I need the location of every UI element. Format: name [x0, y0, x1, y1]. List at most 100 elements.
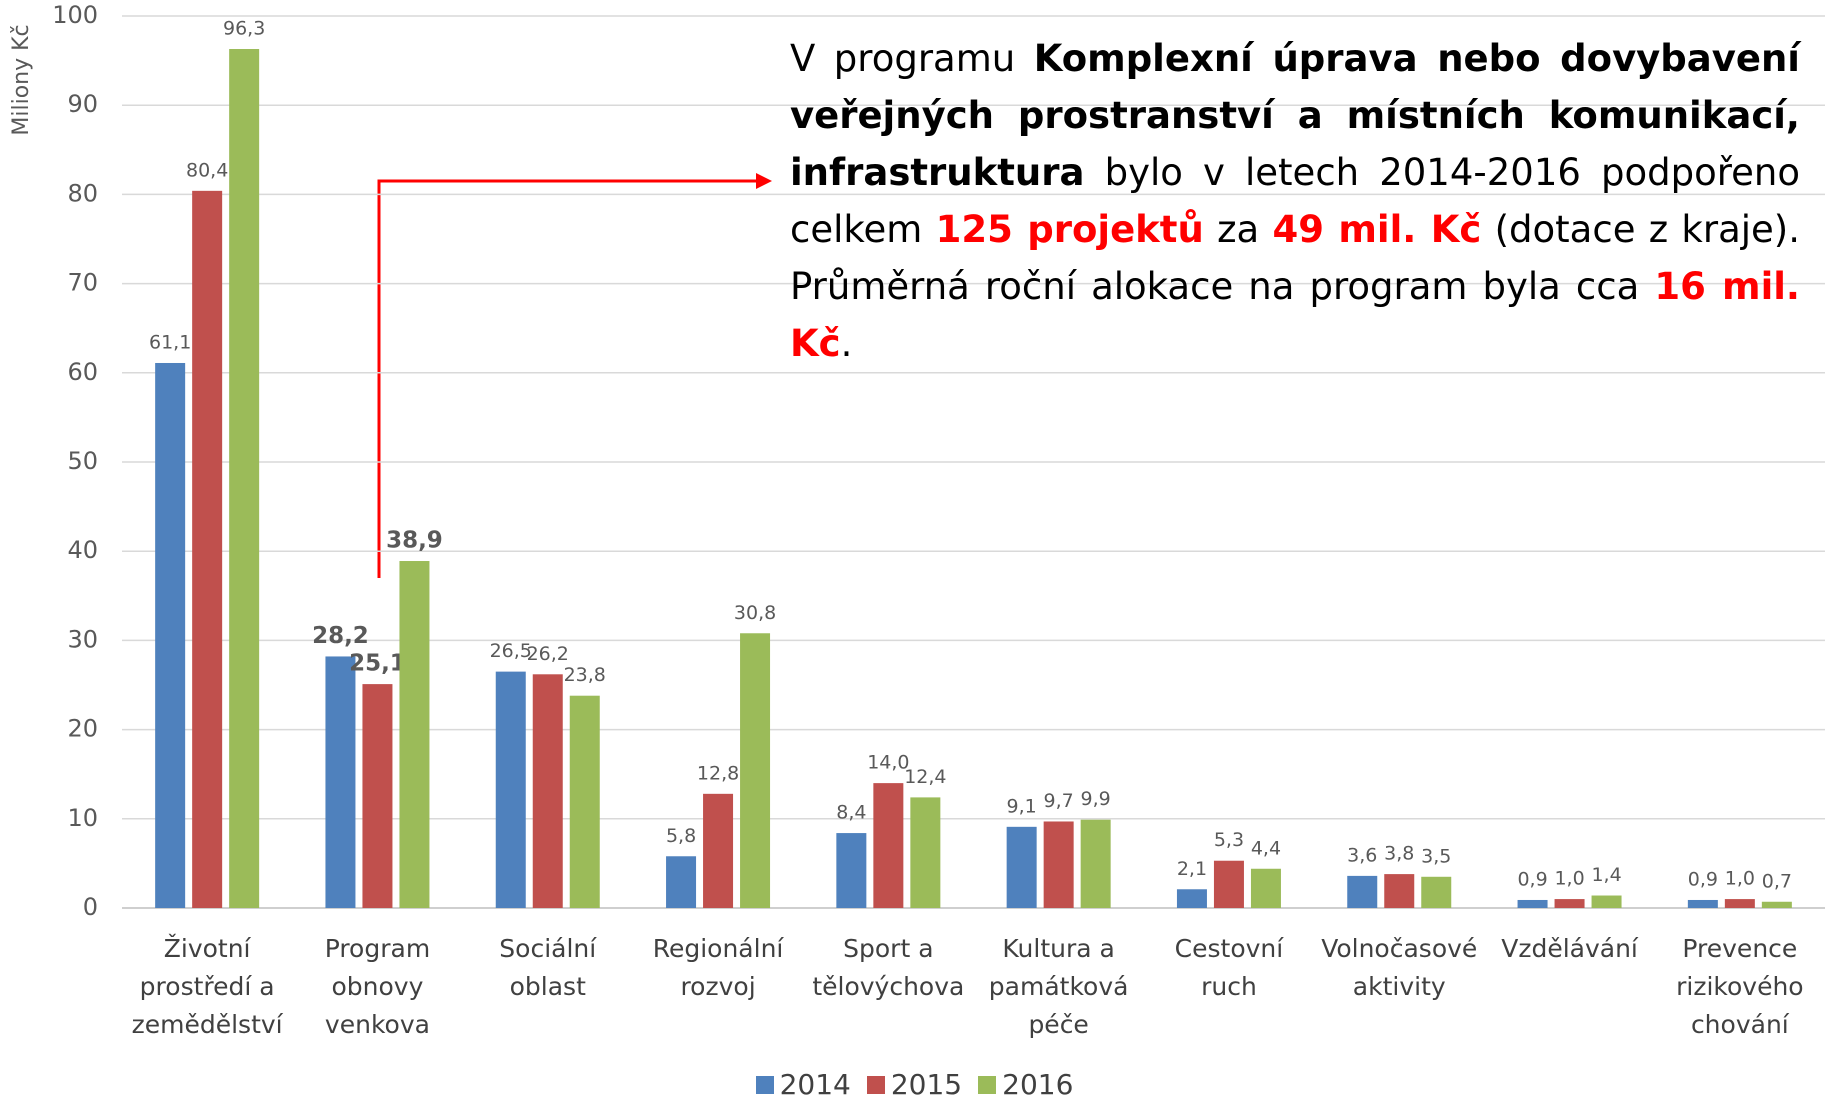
data-label: 5,3	[1214, 829, 1244, 851]
data-label: 14,0	[867, 752, 909, 774]
annotation-text: 16 mil. Kč	[790, 265, 1800, 365]
bar	[1517, 899, 1548, 908]
data-label: 61,1	[149, 331, 191, 353]
y-tick-label: 40	[67, 536, 98, 564]
data-label: 12,4	[904, 766, 946, 788]
bar	[703, 793, 734, 908]
bar	[1250, 868, 1281, 908]
annotation-text: bylo v letech 2014-2016 podpořeno celkem	[790, 151, 1800, 251]
y-tick-label: 90	[67, 90, 98, 118]
arrow-head	[756, 173, 772, 189]
data-label: 80,4	[186, 159, 228, 181]
data-label: 4,4	[1251, 837, 1281, 859]
bar	[362, 684, 393, 908]
x-tick-label: Program obnovy venkova	[324, 934, 431, 1039]
data-label: 25,1	[349, 651, 406, 677]
x-tick-label: Cestovní ruch	[1174, 934, 1284, 1001]
data-label: 0,7	[1762, 870, 1792, 892]
bar	[569, 695, 600, 908]
arrow	[377, 179, 760, 578]
legend-item: 2015	[866, 1068, 963, 1101]
data-label: 96,3	[223, 18, 265, 40]
bar	[495, 671, 526, 908]
bar	[1176, 889, 1207, 908]
y-tick-label: 60	[67, 358, 98, 386]
legend-label: 2016	[1002, 1068, 1074, 1101]
legend-label: 2015	[890, 1068, 963, 1101]
data-label: 3,8	[1384, 843, 1414, 865]
data-label: 30,8	[734, 602, 776, 624]
data-label: 9,7	[1044, 790, 1074, 812]
data-label: 9,1	[1007, 795, 1037, 817]
annotation-text: .	[840, 322, 853, 365]
legend-swatch	[755, 1076, 774, 1094]
bar	[1591, 895, 1622, 908]
x-tick-label: Kultura a památková péče	[988, 934, 1129, 1039]
bar	[1761, 901, 1792, 908]
y-axis-label: Miliony Kč	[9, 24, 34, 135]
bar	[1347, 875, 1378, 908]
data-label: 2,1	[1177, 858, 1207, 880]
x-tick-label: Sport a tělovýchova	[812, 934, 965, 1001]
bar	[532, 674, 563, 908]
legend: 2014 2015 2016	[0, 1068, 1829, 1101]
bar	[1384, 874, 1415, 908]
data-label: 8,4	[836, 802, 866, 824]
data-label: 1,0	[1554, 868, 1584, 890]
bar	[1724, 899, 1755, 908]
annotation-text: (dotace z kraje). Průměrná roční alokace…	[790, 208, 1800, 308]
legend-label: 2014	[779, 1068, 851, 1101]
annotation-text: V programu	[790, 37, 1034, 80]
x-tick-label: Volnočasové aktivity	[1321, 934, 1478, 1001]
legend-item: 2016	[978, 1068, 1073, 1101]
annotation: V programu Komplexní úprava nebo dovybav…	[790, 30, 1800, 372]
bar	[873, 783, 904, 908]
bar	[229, 49, 260, 908]
legend-swatch	[866, 1076, 885, 1094]
bar	[1213, 860, 1244, 908]
data-label: 26,5	[490, 640, 532, 662]
bar	[325, 656, 356, 908]
annotation-text: 125 projektů	[935, 208, 1204, 251]
x-tick-label: Regionální rozvoj	[652, 934, 784, 1001]
y-tick-label: 80	[67, 179, 98, 207]
data-label: 0,9	[1517, 868, 1547, 890]
y-tick-label: 30	[67, 625, 98, 653]
annotation-text: 49 mil. Kč	[1272, 208, 1482, 251]
legend-item: 2014	[755, 1068, 851, 1101]
data-label: 23,8	[564, 664, 606, 686]
bar	[1080, 819, 1111, 908]
bar	[910, 797, 941, 908]
x-tick-label: Sociální oblast	[499, 934, 597, 1001]
bar	[192, 190, 223, 908]
data-label: 28,2	[312, 623, 369, 649]
bar	[666, 856, 697, 908]
annotation-text: za	[1203, 208, 1273, 251]
data-label: 1,0	[1725, 868, 1755, 890]
data-label: 26,2	[527, 643, 569, 665]
bar	[1687, 899, 1718, 908]
data-label: 12,8	[697, 762, 739, 784]
bar	[399, 561, 430, 908]
annotation-text: Komplexní úprava nebo dovybavení veřejný…	[790, 37, 1800, 194]
bar	[1421, 876, 1452, 908]
data-label: 38,9	[386, 528, 443, 554]
y-tick-label: 70	[67, 269, 98, 297]
data-label: 3,5	[1421, 845, 1451, 867]
y-tick-label: 50	[67, 447, 98, 475]
data-label: 9,9	[1081, 788, 1111, 810]
y-tick-label: 100	[52, 1, 98, 29]
bar	[1006, 826, 1037, 908]
bar	[155, 362, 186, 908]
bar	[836, 833, 867, 908]
bar	[1043, 821, 1074, 908]
x-tick-label: Prevence rizikového chování	[1676, 934, 1804, 1039]
y-tick-label: 10	[67, 804, 98, 832]
y-tick-label: 0	[83, 893, 98, 921]
x-tick-label: Vzdělávání	[1501, 934, 1638, 963]
y-tick-label: 20	[67, 715, 98, 743]
bar	[740, 633, 771, 908]
legend-swatch	[978, 1076, 997, 1094]
